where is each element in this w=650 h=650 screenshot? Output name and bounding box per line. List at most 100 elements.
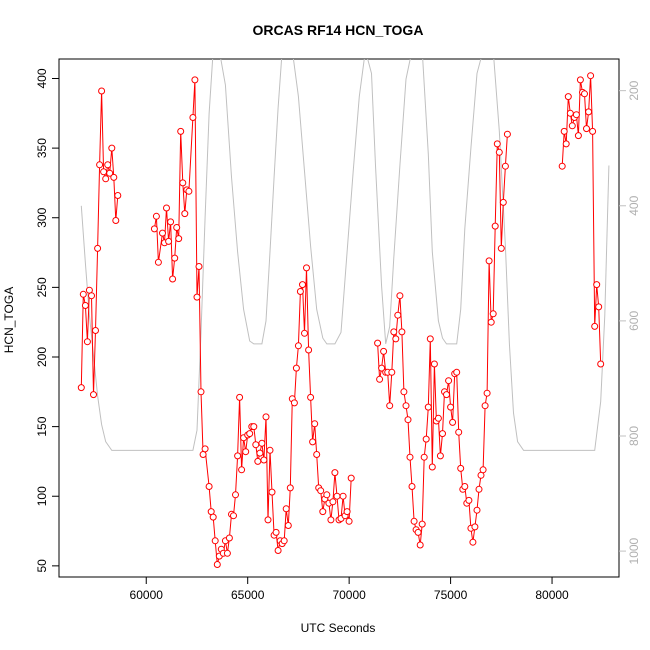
data-point xyxy=(390,328,398,336)
y2-tick-label: 400 xyxy=(627,195,641,215)
data-point xyxy=(558,162,566,170)
data-point xyxy=(152,212,160,220)
data-point xyxy=(457,464,465,472)
data-point xyxy=(305,346,313,354)
x-axis: 60000 65000 70000 75000 80000 xyxy=(130,577,569,602)
data-point xyxy=(294,342,302,350)
data-point xyxy=(323,491,331,499)
data-point xyxy=(414,528,422,536)
data-point xyxy=(286,484,294,492)
data-point xyxy=(171,254,179,262)
y2-tick-label: 800 xyxy=(627,426,641,446)
data-point xyxy=(469,538,477,546)
data-point xyxy=(443,391,450,399)
y2-tick-label: 200 xyxy=(627,80,641,100)
data-point xyxy=(114,192,122,199)
data-point xyxy=(177,127,185,135)
data-point xyxy=(254,457,262,465)
data-point xyxy=(461,483,469,490)
data-point xyxy=(234,452,242,460)
data-point xyxy=(301,329,308,337)
data-point xyxy=(587,72,595,80)
data-point xyxy=(311,420,319,428)
data-point xyxy=(503,130,511,138)
data-point xyxy=(290,399,298,407)
data-point xyxy=(102,175,110,183)
data-point xyxy=(568,122,576,130)
data-point xyxy=(471,523,479,531)
data-point xyxy=(77,384,85,392)
data-point xyxy=(380,347,388,355)
data-point xyxy=(150,225,158,233)
data-point xyxy=(426,335,434,343)
data-point xyxy=(560,127,568,135)
data-point xyxy=(112,217,120,224)
data-point xyxy=(110,173,118,181)
data-point xyxy=(199,451,207,458)
data-point xyxy=(410,517,418,525)
data-point xyxy=(497,244,505,252)
series-line-segment-3 xyxy=(561,75,602,365)
y2-tick-label: 1000 xyxy=(627,537,641,564)
data-point xyxy=(100,168,108,176)
data-point xyxy=(238,466,246,474)
data-point xyxy=(345,517,353,525)
chart-title: ORCAS RF14 HCN_TOGA xyxy=(253,22,424,38)
data-point xyxy=(439,430,446,438)
data-point xyxy=(374,339,382,347)
data-point xyxy=(307,393,315,401)
y-axis: 50 100 150 200 250 300 350 400 xyxy=(35,68,59,573)
data-point xyxy=(223,549,231,557)
data-point xyxy=(487,318,495,326)
data-point xyxy=(159,229,166,237)
data-point xyxy=(81,302,89,309)
data-point xyxy=(317,487,325,495)
data-point xyxy=(165,237,173,245)
data-point xyxy=(400,388,408,396)
y-tick-label: 150 xyxy=(35,416,49,436)
data-point xyxy=(193,293,201,301)
data-point xyxy=(331,469,339,477)
y-tick-label: 100 xyxy=(35,486,49,506)
data-point xyxy=(402,402,410,410)
data-point xyxy=(211,537,219,545)
data-point xyxy=(201,445,209,453)
data-point xyxy=(434,414,442,422)
data-point xyxy=(339,492,347,500)
data-point xyxy=(264,516,272,524)
data-point xyxy=(256,449,264,457)
data-point xyxy=(98,87,106,95)
data-point xyxy=(191,76,199,84)
data-point xyxy=(250,423,258,431)
x-tick-label: 70000 xyxy=(332,588,366,602)
y-tick-label: 400 xyxy=(35,68,49,88)
data-point xyxy=(209,513,217,521)
data-point xyxy=(581,90,588,98)
data-point xyxy=(479,466,487,474)
y-tick-label: 200 xyxy=(35,347,49,367)
secondary-series-line-0 xyxy=(80,59,610,451)
data-point xyxy=(378,364,386,372)
data-point xyxy=(481,402,489,410)
data-point xyxy=(473,506,481,514)
y-axis-label: HCN_TOGA xyxy=(2,287,16,353)
data-point xyxy=(343,508,351,516)
secondary-series-layer xyxy=(80,59,610,451)
data-point xyxy=(280,537,288,545)
data-point xyxy=(583,125,590,133)
data-point xyxy=(447,403,455,411)
data-point xyxy=(189,114,197,121)
data-point xyxy=(595,303,603,311)
data-point xyxy=(333,492,341,500)
data-point xyxy=(185,187,193,195)
y-tick-label: 350 xyxy=(35,138,49,158)
data-point xyxy=(252,441,260,449)
data-point xyxy=(242,448,250,456)
data-point xyxy=(197,388,205,396)
data-point xyxy=(475,485,483,493)
data-point xyxy=(392,335,400,343)
data-point xyxy=(274,547,282,554)
data-point xyxy=(268,488,276,496)
x-tick-label: 60000 xyxy=(130,588,164,602)
